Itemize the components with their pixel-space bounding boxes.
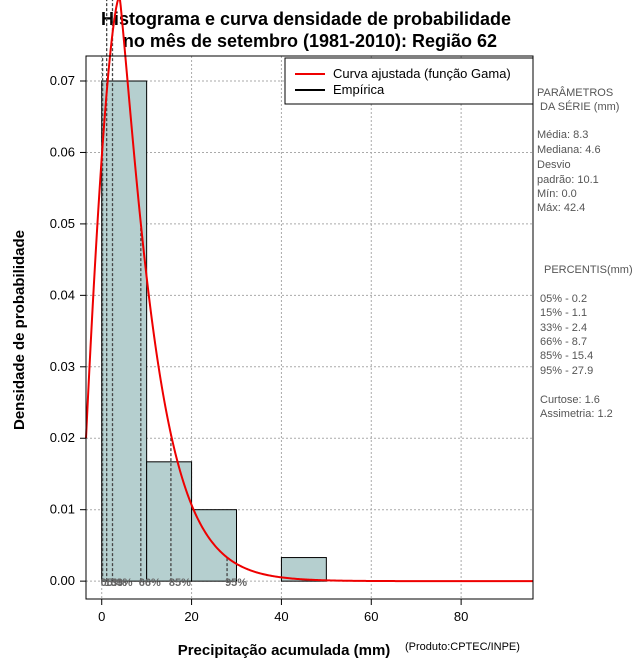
legend-label-empirical: Empírica <box>333 82 385 97</box>
params-title-2: DA SÉRIE (mm) <box>540 100 619 113</box>
y-tick-label: 0.01 <box>50 502 75 517</box>
y-tick-label: 0.00 <box>50 573 75 588</box>
percentile-95: 95% - 27.9 <box>540 365 593 377</box>
histogram-bars <box>101 80 327 582</box>
percentile-label: 33% <box>111 577 133 589</box>
percentile-66: 66% - 8.7 <box>540 336 587 348</box>
y-tick-label: 0.03 <box>50 359 75 374</box>
y-axis-ticks: 0.00 0.01 0.02 0.03 0.04 0.05 0.06 0.07 <box>50 73 86 588</box>
histogram-bar <box>101 80 148 582</box>
legend-box <box>284 57 534 105</box>
percentile-33: 33% - 2.4 <box>540 322 587 334</box>
param-desvio-1: Desvio <box>537 159 571 171</box>
gamma-curve-group <box>85 0 533 583</box>
percentile-15: 15% - 1.1 <box>540 307 587 319</box>
y-tick-label: 0.02 <box>50 430 75 445</box>
percentile-05: 05% - 0.2 <box>540 293 587 305</box>
y-tick-label: 0.04 <box>50 287 75 302</box>
param-min: Mín: 0.0 <box>537 188 577 200</box>
x-tick-label: 0 <box>98 609 105 624</box>
series-percentiles: PERCENTIS(mm) 05% - 0.2 15% - 1.1 33% - … <box>540 264 633 420</box>
y-tick-label: 0.06 <box>50 144 75 159</box>
percentile-label: 85% <box>169 577 191 589</box>
stat-assimetria: Assimetria: 1.2 <box>540 408 613 420</box>
x-axis-ticks: 0 20 40 60 80 <box>98 599 468 624</box>
param-desvio-2: padrão: 10.1 <box>537 174 599 186</box>
y-tick-label: 0.05 <box>50 216 75 231</box>
x-axis-label: Precipitação acumulada (mm) <box>178 642 391 659</box>
percentile-label: 95% <box>225 577 247 589</box>
series-parameters: PARÂMETROS DA SÉRIE (mm) Média: 8.3 Medi… <box>537 86 619 214</box>
histogram-bar <box>146 461 193 582</box>
histogram-bar <box>280 557 327 582</box>
y-tick-label: 0.07 <box>50 73 75 88</box>
x-tick-label: 80 <box>454 609 468 624</box>
x-tick-label: 60 <box>364 609 378 624</box>
chart-title-line1: Histograma e curva densidade de probabil… <box>101 9 511 29</box>
percentile-label: 15% <box>105 577 127 589</box>
plot-frame <box>85 55 534 600</box>
percentile-label: 66% <box>139 577 161 589</box>
product-credit: (Produto:CPTEC/INPE) <box>405 641 520 653</box>
legend: Curva ajustada (função Gama) Empírica <box>284 57 534 105</box>
param-media: Média: 8.3 <box>537 129 588 141</box>
percentile-85: 85% - 15.4 <box>540 350 593 362</box>
x-tick-label: 40 <box>274 609 288 624</box>
legend-label-gamma: Curva ajustada (função Gama) <box>333 66 511 81</box>
param-max: Máx: 42.4 <box>537 202 585 214</box>
params-title-1: PARÂMETROS <box>537 86 613 99</box>
chart-title-line2: no mês de setembro (1981-2010): Região 6… <box>123 31 497 51</box>
gamma-density-curve <box>85 0 533 583</box>
stat-curtose: Curtose: 1.6 <box>540 394 600 406</box>
param-mediana: Mediana: 4.6 <box>537 144 601 156</box>
x-tick-label: 20 <box>184 609 198 624</box>
percentiles-title: PERCENTIS(mm) <box>544 264 633 276</box>
y-axis-label: Densidade de probabilidade <box>11 230 28 430</box>
